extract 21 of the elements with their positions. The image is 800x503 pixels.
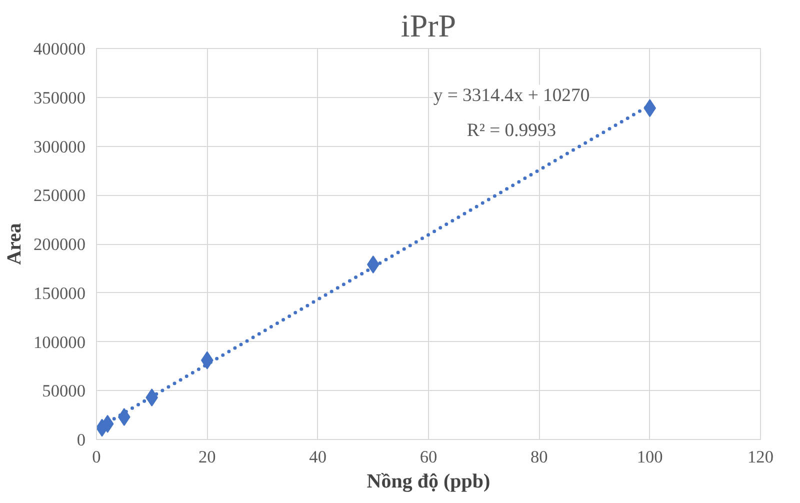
x-tick-label: 20 xyxy=(198,448,216,466)
y-tick-label: 0 xyxy=(76,430,86,450)
y-tick-label: 300000 xyxy=(34,137,86,156)
y-axis-title: Area xyxy=(4,223,26,265)
y-tick-label: 50000 xyxy=(42,382,86,401)
y-tick-label: 150000 xyxy=(34,284,86,303)
y-tick-label: 350000 xyxy=(34,88,86,108)
x-tick-label: 120 xyxy=(748,448,774,466)
x-tick-label: 80 xyxy=(530,448,548,466)
y-tick-label: 400000 xyxy=(34,40,86,58)
y-tick-label: 250000 xyxy=(34,186,86,206)
x-tick-label: 60 xyxy=(420,448,438,466)
annotation: y = 3314.4x + 10270 xyxy=(433,84,590,106)
x-tick-label: 40 xyxy=(309,448,326,466)
y-tick-label: 100000 xyxy=(34,332,86,352)
chart-title: iPrP xyxy=(400,8,456,44)
x-tick-label: 100 xyxy=(636,448,663,466)
x-tick-label: 0 xyxy=(92,448,101,466)
y-tick-label: 200000 xyxy=(34,235,86,254)
x-axis-title: Nồng độ (ppb) xyxy=(366,470,490,492)
annotation: R² = 0.9993 xyxy=(466,120,556,142)
